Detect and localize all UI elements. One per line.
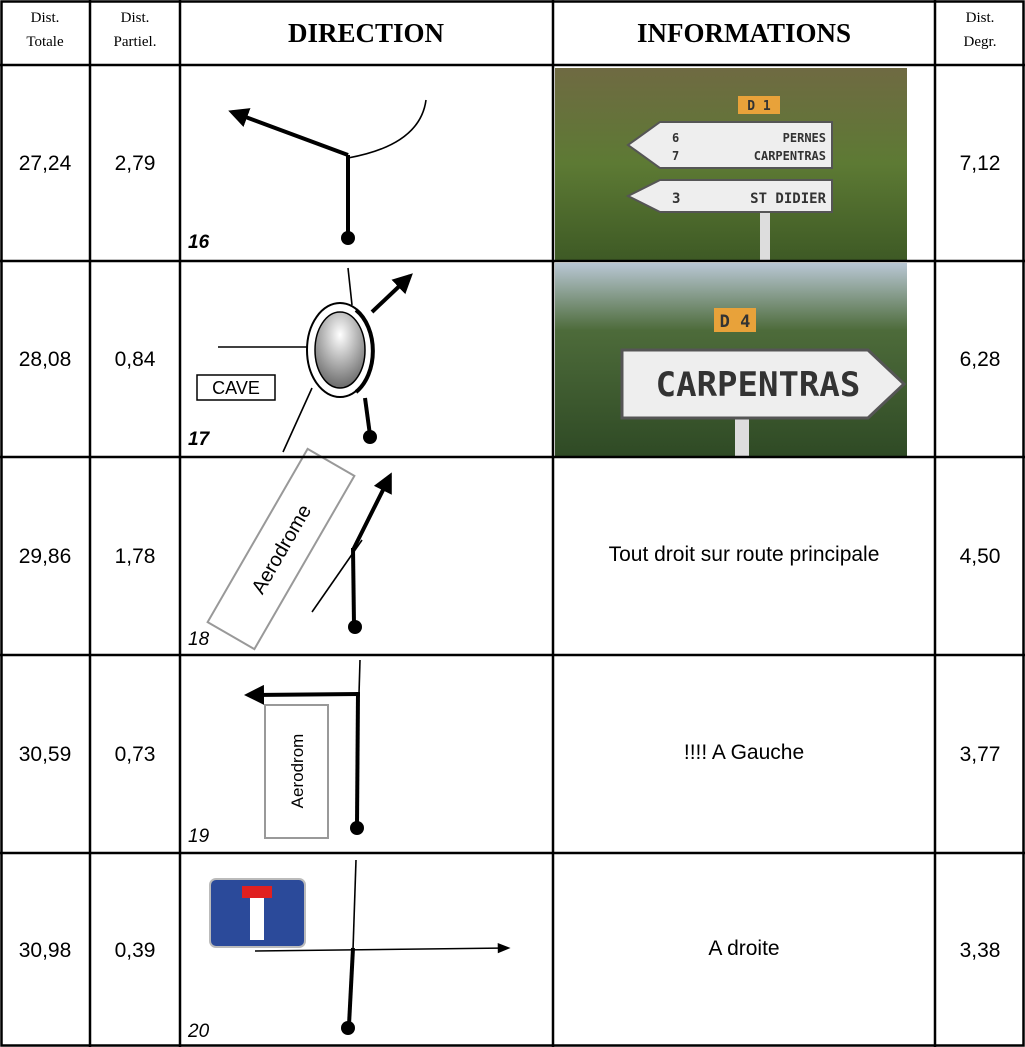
info-text: A droite [708, 937, 779, 960]
dist-degr: 4,50 [960, 545, 1001, 568]
road [347, 99, 427, 159]
photo: D 1 6 PERNES 7 CARPENTRAS 3 ST DIDIER [555, 68, 907, 260]
roundabout-path [354, 308, 375, 394]
diagram-number: 20 [187, 1021, 210, 1042]
info-text: Tout droit sur route principale [609, 543, 880, 566]
header-text: Totale [26, 34, 64, 50]
diagram-label: Aerodrom [288, 734, 307, 809]
dist-degr: 7,12 [960, 152, 1001, 175]
post [735, 410, 749, 456]
road [282, 387, 313, 453]
roundabout-center [314, 311, 366, 389]
label-box [264, 704, 329, 839]
road [351, 547, 356, 626]
photo: D 4 CARPENTRAS [555, 263, 907, 456]
dist-partiel: 2,79 [115, 152, 156, 175]
sign-text: CARPENTRAS [656, 365, 861, 405]
road [363, 397, 372, 436]
label-box [206, 447, 356, 651]
start-dot [363, 430, 377, 444]
header-text: Dist. [121, 10, 150, 26]
sign-text: CARPENTRAS [754, 149, 826, 163]
dist-partiel: 0,84 [115, 348, 156, 371]
road [352, 859, 357, 951]
sign-text: PERNES [783, 131, 826, 145]
diagram-number: 18 [188, 629, 210, 650]
sign [620, 348, 907, 420]
dist-degr: 6,28 [960, 348, 1001, 371]
sign-text: D 4 [720, 312, 751, 332]
diagram: 20 [187, 859, 511, 1042]
diagram: 16 [188, 99, 427, 253]
sign-text: ST DIDIER [750, 191, 826, 207]
diagram: CAVE 17 [188, 267, 413, 453]
header: Dist. Totale Dist. Partiel. DIRECTION IN… [26, 10, 996, 50]
post [760, 200, 770, 260]
start-dot [348, 620, 362, 634]
dist-totale: 30,98 [19, 939, 72, 962]
sign [626, 121, 833, 169]
road-plate [738, 96, 780, 114]
sign-text: D 1 [747, 99, 771, 114]
header-text: Dist. [966, 10, 995, 26]
arrow [244, 684, 361, 705]
road [358, 659, 361, 695]
diagram-number: 16 [188, 232, 210, 253]
diagram-label: CAVE [212, 378, 260, 398]
start-dot [350, 821, 364, 835]
info-text: !!!! A Gauche [684, 741, 804, 764]
header-text: Degr. [964, 34, 997, 50]
dist-partiel: 0,39 [115, 939, 156, 962]
dist-totale: 30,59 [19, 743, 72, 766]
road [355, 691, 360, 826]
arrow [351, 472, 392, 551]
road-plate [714, 308, 756, 332]
start-dot [341, 1021, 355, 1035]
header-text: INFORMATIONS [637, 18, 851, 48]
arrow [228, 108, 349, 157]
header-text: Dist. [31, 10, 60, 26]
dist-degr: 3,38 [960, 939, 1001, 962]
sign [625, 179, 833, 213]
header-text: Partiel. [114, 34, 157, 50]
diagram: Aerodrome 18 [188, 447, 392, 651]
dist-totale: 29,86 [19, 545, 72, 568]
sign-text: 7 [672, 149, 679, 163]
road [347, 267, 353, 306]
road [347, 947, 355, 1026]
sign-text: 3 [672, 191, 680, 207]
dist-totale: 27,24 [19, 152, 72, 175]
dist-partiel: 1,78 [115, 545, 156, 568]
label-box [196, 374, 276, 401]
diagram: Aerodrom 19 [188, 659, 364, 847]
arrow [254, 943, 511, 954]
dist-degr: 3,77 [960, 743, 1001, 766]
arrow [370, 273, 413, 314]
dist-totale: 28,08 [19, 348, 72, 371]
sign-part [242, 886, 272, 898]
header-text: DIRECTION [288, 18, 445, 48]
diagram-number: 17 [188, 429, 211, 450]
start-dot [341, 231, 355, 245]
diagram-number: 19 [188, 826, 210, 847]
dist-partiel: 0,73 [115, 743, 156, 766]
sign-text: 6 [672, 131, 679, 145]
sign-part [250, 898, 264, 940]
cells: 27,24 2,79 7,12 28,08 0,84 6,28 29,86 1,78 4,50 T… [19, 152, 1001, 962]
